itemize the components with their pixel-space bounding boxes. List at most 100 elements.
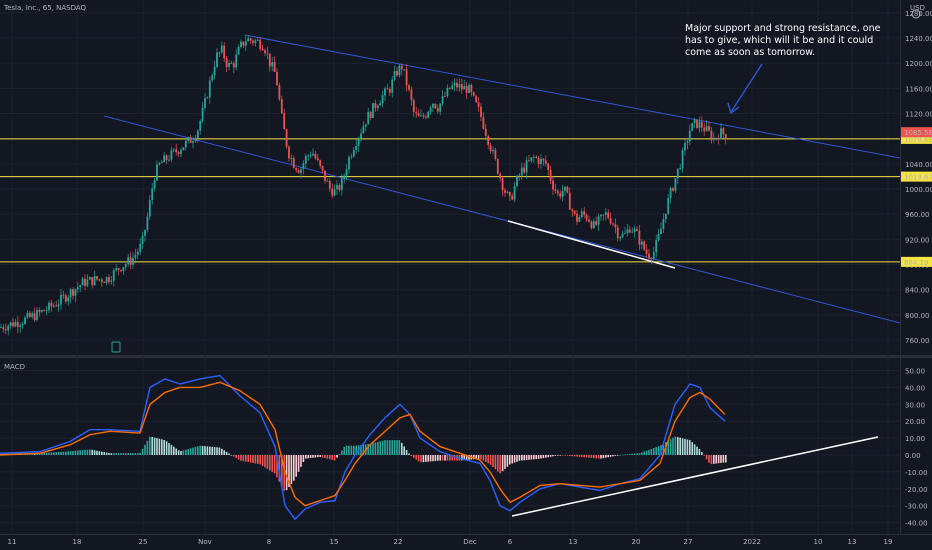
macd-line[interactable]	[0, 374, 726, 520]
candle-body	[420, 115, 422, 117]
macd-trend-line[interactable]	[511, 436, 879, 517]
macd-histogram-bar	[221, 448, 223, 455]
macd-histogram-bar	[360, 444, 362, 455]
macd-histogram-bar	[641, 452, 643, 455]
macd-histogram-bar	[132, 453, 134, 455]
macd-histogram-bar	[667, 440, 669, 455]
candle-body	[468, 84, 470, 93]
macd-histogram-bar	[72, 451, 74, 455]
candle-body	[218, 52, 221, 54]
candle-body	[115, 268, 118, 271]
macd-histogram-bar	[235, 455, 237, 459]
macd-histogram-bar	[612, 455, 614, 457]
level-price-tag	[901, 256, 932, 267]
macd-histogram-bar	[396, 440, 398, 455]
macd-histogram-bar	[199, 445, 201, 455]
macd-histogram-bar	[105, 452, 108, 455]
lower-trend-line[interactable]	[103, 115, 901, 324]
candle-body	[307, 155, 310, 157]
macd-histogram-bar	[501, 455, 504, 472]
macd-histogram-bar	[576, 455, 578, 457]
level-price-label: 1079.66	[904, 136, 932, 144]
macd-histogram-bar	[408, 453, 410, 455]
candle-body	[141, 235, 144, 244]
candle-body	[204, 97, 206, 108]
macd-tick-label: 40.00	[905, 384, 925, 392]
macd-histogram-bar	[129, 453, 132, 455]
macd-histogram-bar	[564, 455, 566, 456]
last-price-tag	[901, 127, 932, 138]
macd-histogram-bar	[314, 455, 317, 458]
candle-body	[350, 156, 353, 158]
macd-histogram-bar	[578, 455, 581, 457]
candle-body	[621, 233, 624, 238]
candle-body	[626, 229, 629, 233]
macd-histogram-bar	[549, 455, 552, 457]
candle-body	[206, 97, 209, 99]
macd-histogram-bar	[163, 439, 165, 455]
macd-histogram-bar	[521, 455, 523, 461]
macd-histogram-bar	[288, 455, 290, 487]
candle-body	[684, 142, 686, 151]
candle-body	[153, 180, 156, 189]
macd-histogram-bar	[693, 444, 696, 455]
candle-body	[408, 85, 410, 90]
candle-body	[309, 155, 312, 157]
candle-body	[717, 137, 720, 140]
candle-body	[170, 150, 173, 160]
candle-body	[326, 180, 329, 182]
price-tick-label: 1280.00	[905, 10, 932, 18]
macd-tick-label: 30.00	[905, 401, 925, 409]
candle-body	[636, 228, 638, 231]
candle-body	[439, 103, 442, 112]
candle-body	[722, 128, 725, 135]
macd-histogram-bar	[252, 455, 254, 463]
macd-histogram-bar	[2, 453, 5, 455]
candle-body	[0, 327, 2, 329]
candle-body	[165, 155, 168, 160]
macd-histogram-bar	[93, 450, 96, 455]
macd-histogram-bar	[626, 454, 629, 455]
candle-body	[703, 127, 706, 132]
macd-histogram-bar	[91, 449, 93, 455]
upper-trend-line[interactable]	[244, 34, 901, 159]
arrow-head	[727, 102, 740, 115]
macd-histogram-bar	[336, 455, 338, 458]
candle-body	[542, 158, 545, 161]
candle-body	[520, 167, 523, 176]
level-price-tag	[901, 171, 932, 182]
macd-histogram-bar	[374, 442, 377, 455]
macd-histogram-bar	[417, 455, 420, 462]
candle-body	[523, 167, 526, 173]
candle-body	[667, 197, 670, 214]
macd-histogram-bar	[110, 453, 113, 455]
candle-body	[288, 146, 290, 159]
macd-histogram-bar	[511, 455, 513, 464]
candle-body	[391, 79, 394, 93]
candle-body	[26, 312, 29, 318]
candle-body	[160, 162, 163, 164]
arrow-line[interactable]	[730, 63, 763, 113]
candle-body	[676, 168, 679, 179]
support-trend-line[interactable]	[507, 220, 676, 269]
macd-histogram-bar	[180, 451, 182, 455]
candle-body	[700, 121, 703, 128]
macd-histogram-bar	[228, 453, 230, 455]
signal-line[interactable]	[0, 381, 726, 507]
macd-histogram-bar	[583, 455, 585, 458]
candle-body	[254, 40, 257, 43]
candle-body	[460, 84, 463, 90]
earnings-marker-icon[interactable]	[111, 341, 121, 353]
macd-histogram-bar	[161, 439, 163, 455]
gear-icon[interactable]	[911, 9, 921, 19]
price-tick-label: 1120.00	[905, 111, 932, 119]
candle-body	[494, 149, 497, 159]
candle-body	[453, 82, 456, 86]
candle-body	[715, 137, 718, 139]
macd-histogram-bar	[504, 455, 506, 469]
macd-histogram-bar	[341, 450, 343, 455]
candle-body	[76, 287, 79, 290]
macd-histogram-bar	[319, 455, 321, 457]
pane-separator[interactable]	[0, 355, 932, 358]
